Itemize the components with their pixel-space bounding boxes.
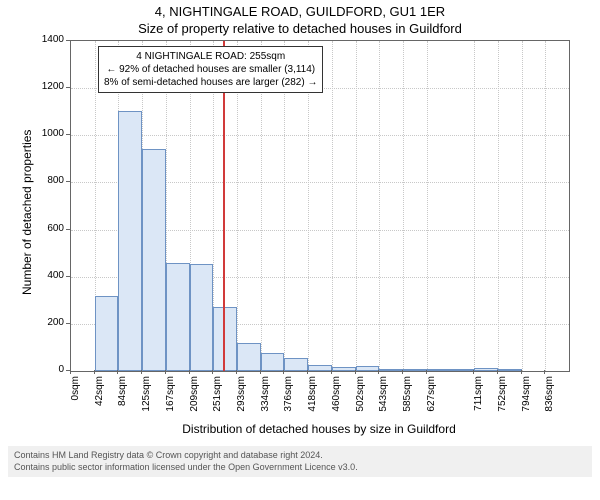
y-tick-label: 600 — [30, 223, 64, 234]
x-tick-label: 711sqm — [473, 376, 484, 416]
x-tick-label: 167sqm — [165, 376, 176, 416]
x-tick-label: 42sqm — [94, 376, 105, 416]
x-tick-label: 752sqm — [497, 376, 508, 416]
x-tick-label: 836sqm — [544, 376, 555, 416]
annot-line2: ← 92% of detached houses are smaller (3,… — [104, 63, 317, 76]
histogram-bar — [427, 369, 451, 371]
footer-attribution: Contains HM Land Registry data © Crown c… — [8, 446, 592, 477]
x-tick-label: 502sqm — [355, 376, 366, 416]
annotation-box: 4 NIGHTINGALE ROAD: 255sqm ← 92% of deta… — [98, 46, 323, 93]
histogram-bar — [403, 369, 427, 371]
x-tick-label: 543sqm — [378, 376, 389, 416]
x-tick-label: 585sqm — [402, 376, 413, 416]
histogram-bar — [142, 149, 166, 371]
x-tick-label: 251sqm — [212, 376, 223, 416]
histogram-bar — [308, 365, 332, 371]
histogram-bar — [166, 263, 190, 371]
histogram-bar — [213, 307, 237, 371]
x-tick-label: 418sqm — [307, 376, 318, 416]
histogram-bar — [498, 369, 522, 371]
y-tick-label: 1000 — [30, 128, 64, 139]
histogram-bar — [450, 369, 474, 371]
histogram-bar — [95, 296, 119, 371]
annot-line1: 4 NIGHTINGALE ROAD: 255sqm — [104, 50, 317, 63]
x-tick-label: 293sqm — [236, 376, 247, 416]
footer-line2: Contains public sector information licen… — [14, 462, 586, 474]
y-tick-label: 800 — [30, 175, 64, 186]
x-tick-label: 376sqm — [283, 376, 294, 416]
y-tick-label: 1200 — [30, 81, 64, 92]
histogram-bar — [190, 264, 214, 371]
annot-line3: 8% of semi-detached houses are larger (2… — [104, 76, 317, 89]
subtitle: Size of property relative to detached ho… — [0, 21, 600, 38]
histogram-bar — [237, 343, 261, 371]
y-tick-label: 200 — [30, 317, 64, 328]
x-tick-label: 794sqm — [521, 376, 532, 416]
histogram-bar — [474, 368, 498, 371]
x-tick-label: 125sqm — [141, 376, 152, 416]
x-tick-label: 334sqm — [260, 376, 271, 416]
histogram-bar — [261, 353, 285, 371]
histogram-bar — [118, 111, 142, 371]
histogram-bar — [379, 369, 403, 371]
histogram-bar — [332, 367, 356, 371]
histogram-bar — [356, 366, 380, 371]
histogram-bar — [284, 358, 308, 371]
address-title: 4, NIGHTINGALE ROAD, GUILDFORD, GU1 1ER — [0, 4, 600, 21]
x-tick-label: 0sqm — [70, 376, 81, 416]
y-tick-label: 0 — [30, 364, 64, 375]
x-tick-label: 84sqm — [117, 376, 128, 416]
x-tick-label: 627sqm — [426, 376, 437, 416]
chart-titles: 4, NIGHTINGALE ROAD, GUILDFORD, GU1 1ER … — [0, 0, 600, 38]
x-tick-label: 209sqm — [189, 376, 200, 416]
x-tick-label: 460sqm — [331, 376, 342, 416]
y-tick-label: 400 — [30, 270, 64, 281]
y-tick-label: 1400 — [30, 34, 64, 45]
x-axis-label: Distribution of detached houses by size … — [70, 422, 568, 436]
footer-line1: Contains HM Land Registry data © Crown c… — [14, 450, 586, 462]
